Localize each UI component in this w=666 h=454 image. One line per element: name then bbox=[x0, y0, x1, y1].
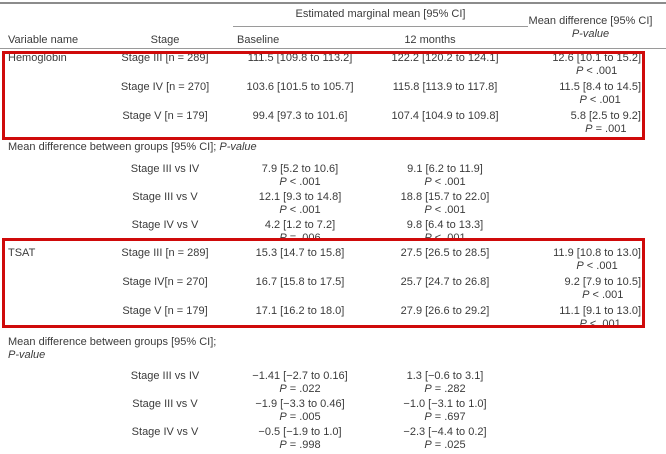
stage-cell: Stage III [n = 289] bbox=[121, 247, 209, 259]
p-value: P < .001 bbox=[279, 176, 321, 188]
12-months-cell: 9.1 [6.2 to 11.9] P < .001 bbox=[375, 163, 515, 189]
spanner-heading: Estimated marginal mean [95% CI] bbox=[295, 8, 466, 20]
table-header: Estimated marginal mean [95% CI] Mean di… bbox=[0, 4, 666, 48]
mean-difference-cell: 11.5 [8.4 to 14.5] P < .001 bbox=[515, 81, 666, 107]
table-row: Hemoglobin Stage III [n = 289] 111.5 [10… bbox=[0, 49, 666, 78]
pvalue-label: P-value bbox=[571, 28, 610, 40]
12-months-cell: −2.3 [−4.4 to 0.2] P = .025 bbox=[375, 426, 515, 452]
12-months-cell: 9.8 [6.4 to 13.3] P < .001 bbox=[375, 219, 515, 245]
baseline-cell: 16.7 [15.8 to 17.5] bbox=[255, 276, 345, 288]
mean-difference-cell: 11.9 [10.8 to 13.0] P < .001 bbox=[515, 247, 666, 273]
baseline-cell: −0.5 [−1.9 to 1.0] P = .998 bbox=[225, 426, 375, 452]
table-row: Stage IV [n = 270] 103.6 [101.5 to 105.7… bbox=[0, 78, 666, 107]
mean-difference-label: Mean difference [95% CI] bbox=[528, 15, 653, 27]
12-months-cell: 1.3 [−0.6 to 3.1] P = .282 bbox=[375, 370, 515, 396]
stage-cell: Stage IV[n = 270] bbox=[122, 276, 208, 288]
p-value: P < .001 bbox=[576, 260, 618, 272]
12-months-cell: 25.7 [24.7 to 26.8] bbox=[400, 276, 490, 288]
baseline-cell: 7.9 [5.2 to 10.6] P < .001 bbox=[225, 163, 375, 189]
stage-comparison-cell: Stage IV vs V bbox=[131, 426, 199, 438]
mean-difference-value: 12.6 [10.1 to 15.2] bbox=[552, 52, 641, 64]
section-label-mean-difference-groups: Mean difference between groups [95% CI];… bbox=[8, 141, 257, 153]
p-value: P = .282 bbox=[424, 383, 466, 395]
baseline-cell: 12.1 [9.3 to 14.8] P < .001 bbox=[225, 191, 375, 217]
p-value: P = .005 bbox=[279, 411, 321, 423]
12-months-cell: 18.8 [15.7 to 22.0] P < .001 bbox=[375, 191, 515, 217]
12-months-cell: −1.0 [−3.1 to 1.0] P = .697 bbox=[375, 398, 515, 424]
p-value: P < .001 bbox=[424, 204, 466, 216]
12-months-cell: 27.5 [26.5 to 28.5] bbox=[400, 247, 490, 259]
p-value: P < .001 bbox=[424, 232, 466, 244]
column-header-mean-difference: Mean difference [95% CI] P-value bbox=[515, 15, 666, 41]
stage-comparison-cell: Stage III vs IV bbox=[130, 163, 200, 175]
stage-cell: Stage III [n = 289] bbox=[121, 52, 209, 64]
12-months-cell: 115.8 [113.9 to 117.8] bbox=[392, 81, 498, 93]
table-row: Stage IV[n = 270] 16.7 [15.8 to 17.5] 25… bbox=[0, 273, 666, 302]
column-header-variable: Variable name bbox=[8, 34, 79, 46]
p-value: P = .022 bbox=[279, 383, 321, 395]
p-value: P = .025 bbox=[424, 439, 466, 451]
mean-difference-value: 9.2 [7.9 to 10.5] bbox=[564, 276, 641, 288]
baseline-cell: 4.2 [1.2 to 7.2] P = .006 bbox=[225, 219, 375, 245]
table-top-rule bbox=[0, 2, 666, 4]
baseline-cell: −1.9 [−3.3 to 0.46] P = .005 bbox=[225, 398, 375, 424]
stage-cell: Stage V [n = 179] bbox=[122, 110, 208, 122]
mean-difference-cell: 12.6 [10.1 to 15.2] P < .001 bbox=[515, 52, 666, 78]
stage-comparison-cell: Stage III vs V bbox=[132, 191, 198, 203]
table-row: Stage IV vs V −0.5 [−1.9 to 1.0] P = .998… bbox=[0, 423, 666, 451]
variable-name-cell: Hemoglobin bbox=[8, 52, 67, 64]
baseline-cell: −1.41 [−2.7 to 0.16] P = .022 bbox=[225, 370, 375, 396]
table-row: TSAT Stage III [n = 289] 15.3 [14.7 to 1… bbox=[0, 244, 666, 273]
p-value: P = .006 bbox=[279, 232, 321, 244]
pvalue-label: P-value bbox=[219, 141, 257, 153]
stage-cell: Stage IV [n = 270] bbox=[120, 81, 210, 93]
variable-name-cell: TSAT bbox=[8, 247, 36, 259]
section-label-mean-difference-groups: Mean difference between groups [95% CI];… bbox=[0, 336, 666, 367]
p-value: P = .697 bbox=[424, 411, 466, 423]
p-value: P = .998 bbox=[279, 439, 321, 451]
table-row: Stage III vs IV 7.9 [5.2 to 10.6] P < .00… bbox=[0, 160, 666, 188]
p-value: P < .001 bbox=[424, 176, 466, 188]
mean-difference-value: 5.8 [2.5 to 9.2] bbox=[570, 110, 641, 122]
baseline-cell: 17.1 [16.2 to 18.0] bbox=[255, 305, 345, 317]
p-value: P < .001 bbox=[279, 204, 321, 216]
column-header-baseline: Baseline bbox=[237, 34, 280, 46]
table-row: Stage III vs IV −1.41 [−2.7 to 0.16] P = … bbox=[0, 367, 666, 395]
stage-comparison-cell: Stage IV vs V bbox=[131, 219, 199, 231]
12-months-cell: 27.9 [26.6 to 29.2] bbox=[400, 305, 490, 317]
mean-difference-cell: 5.8 [2.5 to 9.2] P = .001 bbox=[515, 110, 666, 136]
mean-difference-value: 11.5 [8.4 to 14.5] bbox=[559, 81, 641, 93]
stage-comparison-cell: Stage III vs V bbox=[132, 398, 198, 410]
stage-cell: Stage V [n = 179] bbox=[122, 305, 208, 317]
pvalue-label: P-value bbox=[8, 349, 46, 361]
spanner-rule bbox=[233, 26, 528, 27]
12-months-cell: 122.2 [120.2 to 124.1] bbox=[391, 52, 499, 64]
column-header-12-months: 12 months bbox=[404, 34, 456, 46]
table-row: Stage III vs V 12.1 [9.3 to 14.8] P < .00… bbox=[0, 188, 666, 216]
table-row: Stage V [n = 179] 17.1 [16.2 to 18.0] 27… bbox=[0, 302, 666, 331]
p-value: P < .001 bbox=[579, 318, 621, 330]
p-value: P = .001 bbox=[585, 123, 627, 135]
stage-comparison-cell: Stage III vs IV bbox=[130, 370, 200, 382]
p-value: P < .001 bbox=[582, 289, 624, 301]
p-value: P < .001 bbox=[579, 94, 621, 106]
mean-difference-cell: 9.2 [7.9 to 10.5] P < .001 bbox=[515, 276, 666, 302]
baseline-cell: 111.5 [109.8 to 113.2] bbox=[247, 52, 353, 64]
column-header-stage: Stage bbox=[150, 34, 180, 46]
table-row: Stage IV vs V 4.2 [1.2 to 7.2] P = .006 9… bbox=[0, 216, 666, 244]
baseline-cell: 99.4 [97.3 to 101.6] bbox=[252, 110, 348, 122]
12-months-cell: 107.4 [104.9 to 109.8] bbox=[391, 110, 499, 122]
header-rule bbox=[0, 48, 666, 49]
table-row: Stage III vs V −1.9 [−3.3 to 0.46] P = .0… bbox=[0, 395, 666, 423]
baseline-cell: 15.3 [14.7 to 15.8] bbox=[255, 247, 345, 259]
table-row: Stage V [n = 179] 99.4 [97.3 to 101.6] 1… bbox=[0, 107, 666, 136]
mean-difference-cell: 11.1 [9.1 to 13.0] P < .001 bbox=[515, 305, 666, 331]
p-value: P < .001 bbox=[576, 65, 618, 77]
mean-difference-value: 11.9 [10.8 to 13.0] bbox=[553, 247, 641, 259]
mean-difference-value: 11.1 [9.1 to 13.0] bbox=[559, 305, 641, 317]
baseline-cell: 103.6 [101.5 to 105.7] bbox=[246, 81, 354, 93]
